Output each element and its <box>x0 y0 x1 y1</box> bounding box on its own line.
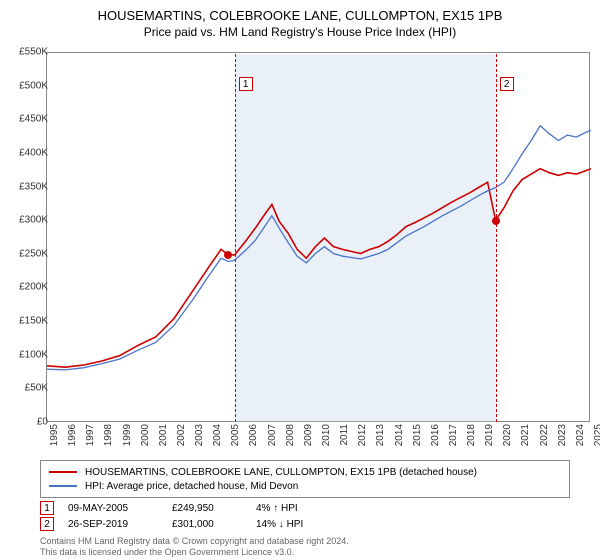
x-tick-label: 2005 <box>230 424 241 446</box>
x-tick-label: 2019 <box>484 424 495 446</box>
sale-date: 09-MAY-2005 <box>68 503 158 514</box>
y-tick-label: £400K <box>8 147 48 158</box>
x-tick-label: 2012 <box>357 424 368 446</box>
plot-area: 12 <box>46 52 590 422</box>
x-tick-label: 2003 <box>194 424 205 446</box>
x-tick-label: 2007 <box>267 424 278 446</box>
x-tick-label: 2022 <box>539 424 550 446</box>
x-tick-label: 2021 <box>520 424 531 446</box>
legend-row: HOUSEMARTINS, COLEBROOKE LANE, CULLOMPTO… <box>49 465 561 479</box>
x-tick-label: 2023 <box>557 424 568 446</box>
sub-title: Price paid vs. HM Land Registry's House … <box>0 25 600 39</box>
main-title: HOUSEMARTINS, COLEBROOKE LANE, CULLOMPTO… <box>0 8 600 23</box>
legend-swatch <box>49 471 77 473</box>
sale-row: 1 09-MAY-2005 £249,950 4% ↑ HPI <box>40 500 570 516</box>
chart-area: 12 <box>46 52 590 422</box>
x-tick-label: 1999 <box>122 424 133 446</box>
x-tick-label: 2020 <box>502 424 513 446</box>
y-tick-label: £0 <box>8 417 48 428</box>
y-tick-label: £150K <box>8 316 48 327</box>
sale-price: £249,950 <box>172 503 242 514</box>
x-tick-label: 1996 <box>67 424 78 446</box>
footer-line: Contains HM Land Registry data © Crown c… <box>40 536 349 547</box>
sale-price: £301,000 <box>172 519 242 530</box>
x-tick-label: 1995 <box>49 424 60 446</box>
x-tick-label: 2006 <box>248 424 259 446</box>
sale-date: 26-SEP-2019 <box>68 519 158 530</box>
series-svg <box>47 53 591 423</box>
sale-marker <box>224 251 232 259</box>
y-tick-label: £200K <box>8 282 48 293</box>
sale-delta: 4% ↑ HPI <box>256 503 336 514</box>
sale-callout-box: 1 <box>40 501 54 515</box>
sale-guide-line <box>235 54 236 422</box>
x-tick-label: 2025 <box>593 424 600 446</box>
x-tick-label: 2024 <box>575 424 586 446</box>
sale-callout-box: 2 <box>40 517 54 531</box>
series-hpi <box>47 126 591 370</box>
x-tick-label: 1998 <box>103 424 114 446</box>
x-tick-label: 2013 <box>375 424 386 446</box>
sale-marker <box>492 217 500 225</box>
sale-guide-line <box>496 54 497 422</box>
x-tick-label: 2014 <box>394 424 405 446</box>
x-tick-label: 2015 <box>412 424 423 446</box>
x-tick-label: 2016 <box>430 424 441 446</box>
footer: Contains HM Land Registry data © Crown c… <box>40 536 349 558</box>
y-tick-label: £250K <box>8 248 48 259</box>
x-tick-label: 2004 <box>212 424 223 446</box>
x-tick-label: 2000 <box>140 424 151 446</box>
y-tick-label: £350K <box>8 181 48 192</box>
sale-delta: 14% ↓ HPI <box>256 519 336 530</box>
x-tick-label: 1997 <box>85 424 96 446</box>
x-tick-label: 2011 <box>339 424 350 446</box>
y-tick-label: £450K <box>8 114 48 125</box>
x-tick-label: 2001 <box>158 424 169 446</box>
x-tick-label: 2009 <box>303 424 314 446</box>
series-price_paid <box>47 169 591 368</box>
legend: HOUSEMARTINS, COLEBROOKE LANE, CULLOMPTO… <box>40 460 570 498</box>
chart-container: HOUSEMARTINS, COLEBROOKE LANE, CULLOMPTO… <box>0 0 600 560</box>
x-tick-label: 2017 <box>448 424 459 446</box>
legend-swatch <box>49 485 77 487</box>
y-tick-label: £100K <box>8 349 48 360</box>
sale-row: 2 26-SEP-2019 £301,000 14% ↓ HPI <box>40 516 570 532</box>
x-tick-label: 2018 <box>466 424 477 446</box>
y-tick-label: £300K <box>8 215 48 226</box>
x-tick-label: 2002 <box>176 424 187 446</box>
footer-line: This data is licensed under the Open Gov… <box>40 547 349 558</box>
legend-label: HPI: Average price, detached house, Mid … <box>85 481 298 492</box>
sale-callout-box: 1 <box>239 77 253 91</box>
title-block: HOUSEMARTINS, COLEBROOKE LANE, CULLOMPTO… <box>0 0 600 39</box>
legend-label: HOUSEMARTINS, COLEBROOKE LANE, CULLOMPTO… <box>85 467 477 478</box>
y-tick-label: £550K <box>8 47 48 58</box>
x-tick-label: 2008 <box>285 424 296 446</box>
legend-row: HPI: Average price, detached house, Mid … <box>49 479 561 493</box>
x-tick-label: 2010 <box>321 424 332 446</box>
y-tick-label: £500K <box>8 80 48 91</box>
y-tick-label: £50K <box>8 383 48 394</box>
sale-callout-box: 2 <box>500 77 514 91</box>
sales-table: 1 09-MAY-2005 £249,950 4% ↑ HPI 2 26-SEP… <box>40 500 570 532</box>
